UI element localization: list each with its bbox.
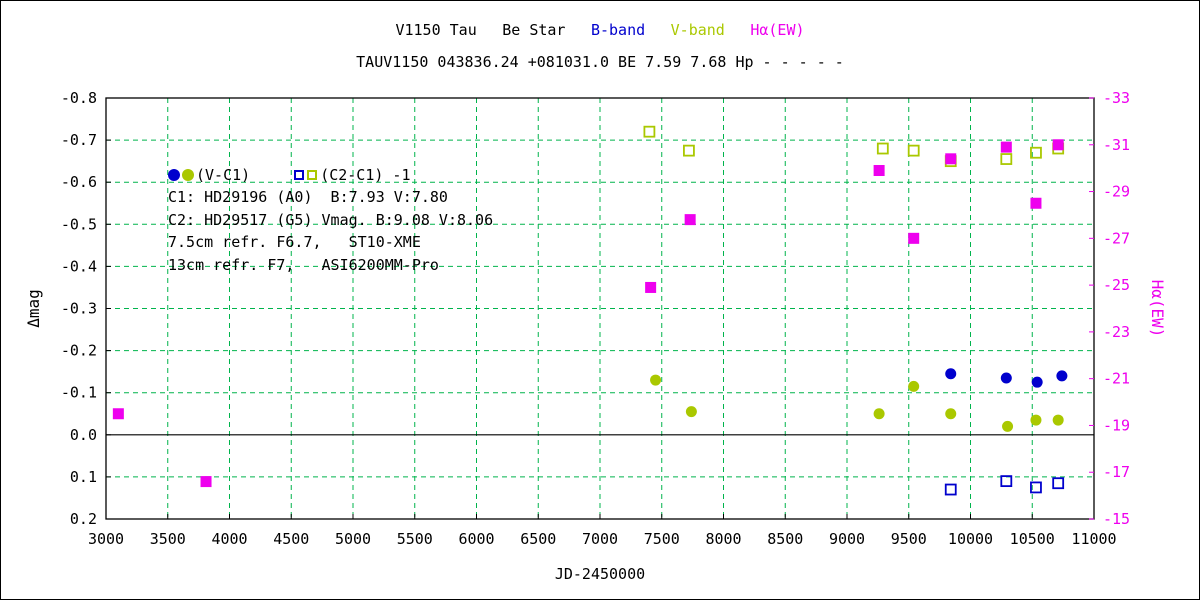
legend-vc1-label: (V-C1) [196, 165, 251, 184]
data-point-filled-circle [685, 406, 697, 418]
telescope-2-info: 13cm refr. F7, ASI6200MM-Pro [168, 255, 439, 274]
y-tick-label-right: -25 [1103, 276, 1130, 294]
x-tick-label: 5000 [335, 530, 371, 548]
data-point-filled-square [945, 153, 957, 165]
y-tick-label-right: -17 [1103, 463, 1130, 481]
y-axis-title-right: Hα(EW) [1148, 280, 1167, 338]
data-point-open-square [643, 125, 656, 138]
legend-v-band-filled-circle-icon [182, 169, 194, 181]
data-point-open-square [907, 144, 920, 157]
legend-b-band-open-square-icon [294, 170, 305, 180]
y-tick-label-right: -21 [1103, 370, 1130, 388]
y-tick-label-right: -23 [1103, 323, 1130, 341]
legend-v-band-open-square-icon [307, 170, 318, 180]
x-tick-label: 10000 [948, 530, 993, 548]
data-point-filled-circle [1030, 414, 1042, 426]
data-point-open-square [876, 142, 889, 155]
data-point-filled-circle [945, 368, 957, 380]
y-tick-label-right: -15 [1103, 510, 1130, 528]
y-tick-label-left: 0.1 [70, 468, 97, 486]
y-tick-label-right: -31 [1103, 136, 1130, 154]
x-tick-label: 4000 [211, 530, 247, 548]
data-point-open-square [683, 144, 695, 157]
y-tick-label-left: -0.7 [61, 131, 97, 149]
title-part-2: B-band [590, 21, 646, 39]
title-part-0: V1150 Tau [395, 21, 477, 39]
data-point-filled-circle [650, 374, 662, 386]
y-tick-label-right: -29 [1103, 183, 1130, 201]
data-point-filled-square [1030, 197, 1042, 209]
data-point-filled-circle [945, 408, 957, 420]
telescope-1-info: 7.5cm refr. F6.7, ST10-XME [168, 233, 421, 251]
data-point-open-square [1000, 475, 1013, 488]
y-tick-label-left: -0.4 [61, 257, 97, 275]
x-tick-label: 6000 [458, 530, 494, 548]
x-tick-label: 3500 [150, 530, 186, 548]
x-tick-label: 6500 [520, 530, 556, 548]
legend-annotation-block: (V-C1) (C2-C1) -1 C1: HD29196 (A0) B:7.9… [168, 164, 493, 276]
data-point-open-square [1000, 153, 1013, 165]
x-tick-label: 3000 [88, 530, 124, 548]
y-tick-label-left: -0.6 [61, 173, 97, 191]
data-point-filled-circle [1000, 372, 1012, 384]
x-tick-label: 5500 [397, 530, 433, 548]
y-tick-label-left: -0.5 [61, 215, 97, 233]
data-point-filled-circle [1031, 376, 1043, 388]
data-point-open-square [1030, 146, 1042, 159]
x-tick-label: 4500 [273, 530, 309, 548]
data-point-open-square [944, 483, 957, 496]
x-tick-label: 8500 [767, 530, 803, 548]
y-tick-label-left: -0.3 [61, 300, 97, 318]
y-tick-label-right: -19 [1103, 416, 1130, 434]
data-point-filled-circle [908, 380, 920, 392]
y-tick-label-left: -0.1 [61, 384, 97, 402]
x-tick-label: 8000 [705, 530, 741, 548]
chart-subtitle: TAUV1150 043836.24 +081031.0 BE 7.59 7.6… [356, 53, 844, 71]
title-part-3: V-band [670, 21, 725, 39]
legend-b-band-filled-circle-icon [168, 169, 180, 181]
data-point-filled-square [112, 408, 124, 420]
data-point-filled-circle [873, 408, 885, 420]
data-point-filled-square [1000, 141, 1012, 153]
y-tick-label-left: -0.8 [61, 89, 97, 107]
title-part-4: Hα(EW) [750, 21, 805, 39]
plot-legend: (V-C1) (C2-C1) -1 [168, 164, 493, 186]
y-axis-title-left: Δmag [24, 289, 43, 328]
y-tick-label-right: -27 [1103, 229, 1130, 247]
y-tick-label-left: -0.2 [61, 342, 97, 360]
y-tick-label-left: 0.0 [70, 426, 97, 444]
y-tick-label-left: 0.2 [70, 510, 97, 528]
x-tick-label: 7000 [582, 530, 618, 548]
data-point-filled-square [908, 232, 920, 244]
x-axis-title: JD-2450000 [555, 565, 645, 583]
data-point-filled-square [1052, 139, 1064, 151]
y-tick-label-right: -33 [1103, 89, 1130, 107]
x-tick-label: 9500 [891, 530, 927, 548]
chart-title: V1150 Tau Be Star B-band V-band Hα(EW) [1, 21, 1199, 39]
data-point-filled-square [645, 281, 657, 293]
data-point-open-square [1052, 477, 1065, 490]
x-tick-label: 10500 [1010, 530, 1055, 548]
title-part-1: Be Star [502, 21, 566, 39]
data-point-filled-circle [1002, 420, 1014, 432]
data-point-filled-square [684, 214, 696, 226]
data-point-filled-circle [1052, 414, 1064, 426]
comparison-star-2-info: C2: HD29517 (G5) Vmag. B:9.08 V:8.06 [168, 210, 494, 229]
data-point-filled-square [200, 476, 212, 488]
data-point-filled-square [873, 165, 885, 177]
comparison-star-1-info: C1: HD29196 (A0) B:7.93 V:7.80 [168, 188, 448, 206]
x-tick-label: 7500 [644, 530, 680, 548]
data-point-filled-circle [1056, 370, 1068, 382]
x-tick-label: 9000 [829, 530, 865, 548]
data-point-open-square [1030, 481, 1042, 494]
x-tick-label: 11000 [1071, 530, 1116, 548]
legend-c2c1-label: (C2-C1) -1 [320, 165, 411, 184]
